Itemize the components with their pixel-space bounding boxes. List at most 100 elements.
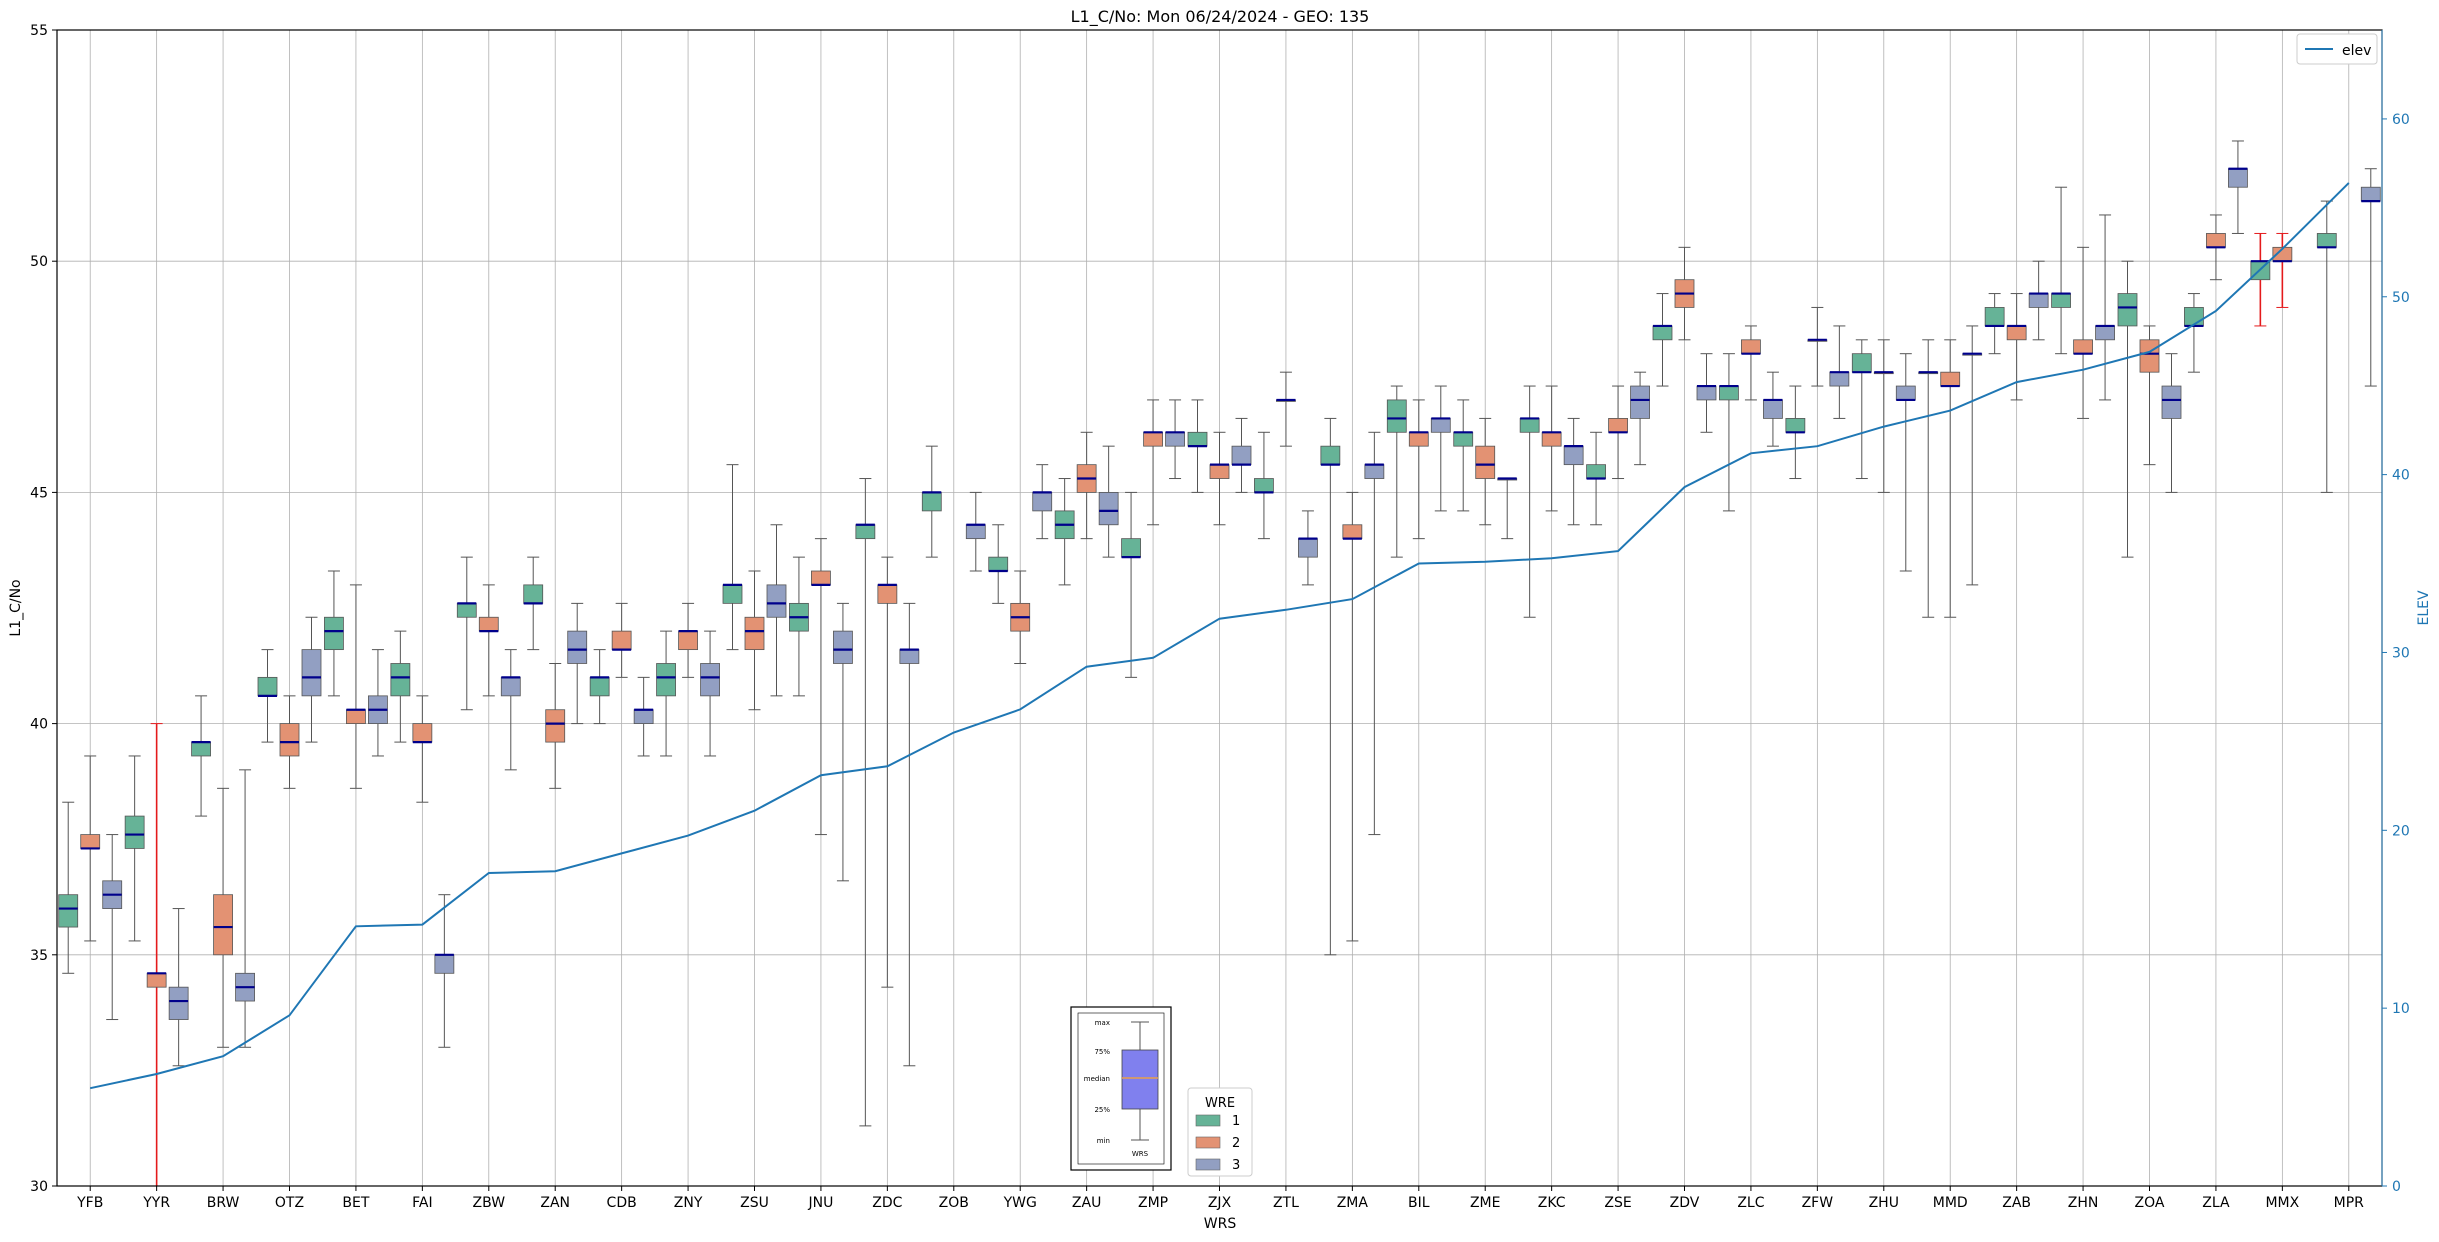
y2-tick-label: 10 [2392, 1001, 2410, 1017]
wre-legend-frame [1187, 1087, 1253, 1177]
box-iqr [567, 630, 588, 664]
box-iqr [146, 972, 167, 988]
x-tick-label: ZOB [939, 1195, 969, 1211]
x-tick-label: OTZ [275, 1195, 304, 1211]
box-yyr-wre3 [168, 908, 189, 1067]
box-iqr [390, 663, 411, 697]
box-zbw-wre3 [500, 649, 521, 771]
x-tick-label: FAI [412, 1195, 432, 1211]
box-key-inset: max 75% median 25% min WRS [1070, 1006, 1172, 1171]
y2-axis-label: ELEV [2416, 590, 2432, 625]
x-tick-label: YWG [1003, 1195, 1037, 1211]
box-iqr [1851, 353, 1872, 373]
box-mmd-wre3 [1962, 325, 1983, 586]
box-iqr [257, 676, 278, 697]
box-zbw-wre2 [478, 584, 499, 697]
box-ztl-wre1 [1254, 431, 1274, 540]
box-zjx-wre2 [1209, 431, 1230, 526]
box-iqr [1696, 385, 1717, 401]
box-iqr [478, 616, 499, 632]
box-iqr [2228, 168, 2248, 188]
x-tick-label: ZMA [1337, 1195, 1369, 1211]
box-iqr [678, 630, 698, 651]
box-yfb-wre3 [102, 834, 123, 1021]
x-tick-label: ZAU [1072, 1195, 1101, 1211]
box-iqr [1652, 325, 1673, 341]
x-tick-label: ZHN [2068, 1195, 2099, 1211]
box-zhn-wre3 [2095, 214, 2115, 401]
box-zjx-wre1 [1187, 399, 1208, 493]
box-zau-wre3 [1098, 445, 1119, 558]
box-zoa-wre1 [2117, 260, 2138, 558]
box-zdv-wre3 [1696, 353, 1717, 433]
box-key-label-q1: 25% [1094, 1106, 1110, 1114]
box-brw-wre2 [213, 787, 233, 1048]
box-fai-wre1 [390, 630, 411, 743]
y2-tick-label: 0 [2392, 1179, 2401, 1195]
box-bil-wre1 [1386, 385, 1407, 558]
box-bet-wre2 [346, 584, 366, 789]
box-iqr [1320, 445, 1341, 466]
box-zob-wre3 [965, 491, 986, 572]
box-zfw-wre1 [1785, 385, 1806, 480]
box-zan-wre3 [567, 602, 588, 725]
box-zab-wre2 [2006, 293, 2027, 401]
box-yfb-wre1 [58, 801, 79, 974]
box-iqr [58, 894, 79, 928]
wre-legend-swatch-3 [1195, 1158, 1221, 1171]
x-tick-label: BIL [1408, 1195, 1430, 1211]
box-iqr [2139, 339, 2160, 373]
box-iqr [877, 584, 898, 604]
box-cdb-wre3 [633, 676, 654, 757]
x-tick-label: ZSU [740, 1195, 769, 1211]
wre-legend-swatch-1 [1195, 1114, 1221, 1127]
box-iqr [1430, 418, 1451, 433]
y-tick-label: 35 [30, 948, 48, 964]
box-ztl-wre3 [1298, 510, 1318, 586]
y2-tick-label: 50 [2392, 290, 2410, 306]
box-bet-wre3 [368, 649, 388, 757]
box-zhu-wre2 [1873, 339, 1894, 493]
box-iqr [1608, 418, 1628, 433]
box-iqr [1895, 385, 1916, 401]
x-tick-label: ZAN [540, 1195, 570, 1211]
box-iqr [2051, 293, 2071, 308]
box-zme-wre1 [1453, 399, 1474, 512]
box-key-box [1121, 1049, 1159, 1110]
box-zoa-wre3 [2161, 353, 2182, 493]
y-tick-label: 50 [30, 254, 48, 270]
box-iqr [1763, 399, 1783, 419]
box-iqr [1187, 431, 1208, 447]
box-zse-wre3 [1630, 371, 1650, 466]
box-bet-wre1 [324, 570, 344, 697]
box-zdv-wre1 [1652, 293, 1673, 387]
y-tick-label: 40 [30, 717, 48, 733]
x-tick-label: ZAB [2002, 1195, 2031, 1211]
box-iqr [1364, 464, 1385, 479]
box-zau-wre1 [1054, 478, 1075, 586]
box-brw-wre3 [235, 769, 255, 1048]
x-tick-label: ZTL [1273, 1195, 1299, 1211]
elev-legend-frame [2296, 33, 2378, 65]
box-iqr [191, 741, 211, 757]
box-iqr [611, 630, 632, 651]
box-zse-wre1 [1586, 431, 1606, 526]
box-iqr [1475, 445, 1496, 479]
box-iqr [2117, 293, 2138, 327]
box-iqr [722, 584, 743, 604]
box-iqr [168, 986, 189, 1020]
x-tick-label: YYR [142, 1195, 170, 1211]
box-bil-wre2 [1408, 399, 1429, 540]
box-fai-wre2 [412, 695, 433, 803]
box-ywg-wre3 [1032, 464, 1053, 540]
box-ywg-wre1 [988, 524, 1009, 604]
wre-legend-title: WRE [1205, 1096, 1235, 1111]
box-zkc-wre3 [1563, 417, 1584, 526]
box-iqr [2184, 307, 2204, 327]
y-axis-label: L1_C/No [8, 579, 24, 636]
box-zfw-wre3 [1829, 325, 1850, 419]
box-iqr [2006, 325, 2027, 341]
box-zlc-wre3 [1763, 371, 1783, 447]
box-zau-wre2 [1076, 431, 1097, 540]
